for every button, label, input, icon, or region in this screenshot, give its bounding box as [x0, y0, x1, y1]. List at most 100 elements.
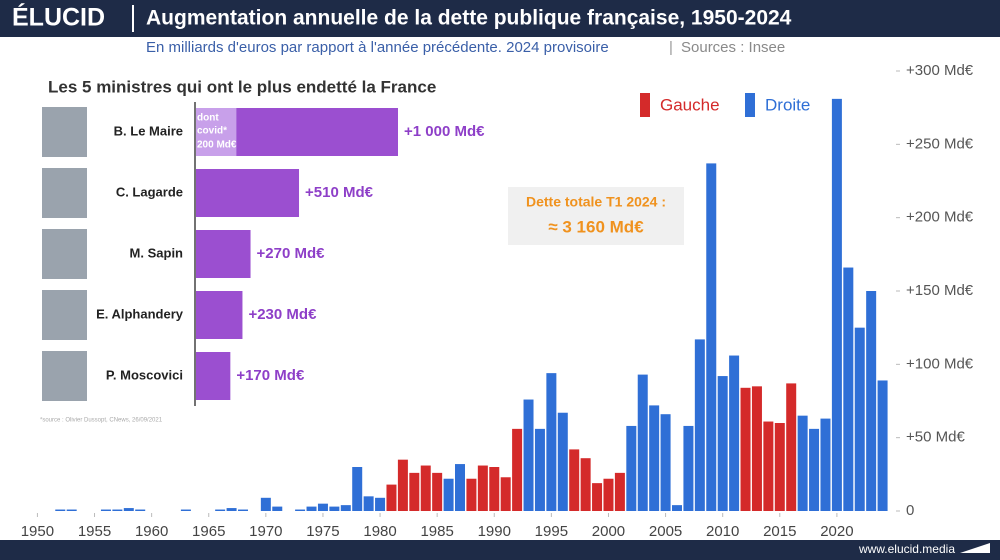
bar: [238, 509, 248, 511]
x-tick-label: 1970: [249, 523, 282, 540]
y-tick-label: +150 Md€: [906, 282, 974, 299]
bar: [672, 505, 682, 511]
covid-label: dont: [197, 113, 219, 124]
y-tick-label: +200 Md€: [906, 209, 974, 226]
x-tick-label: 1975: [306, 523, 339, 540]
bar: [295, 509, 306, 511]
bar: [196, 291, 243, 339]
portrait: [42, 107, 87, 157]
x-tick-label: 2000: [592, 523, 625, 540]
bar: [196, 352, 231, 400]
y-tick-label: +300 Md€: [906, 62, 974, 79]
x-tick-label: 1985: [420, 523, 453, 540]
bar: [557, 412, 568, 511]
y-tick-label: +250 Md€: [906, 135, 974, 152]
category-label: E. Alphandery: [96, 306, 184, 321]
annotation: Dette totale T1 2024 :: [526, 194, 666, 210]
x-tick-label: 1955: [78, 523, 111, 540]
legend-label: Droite: [765, 95, 810, 114]
x-tick-label: 1990: [478, 523, 511, 540]
bar: [180, 509, 191, 511]
bar: [546, 373, 557, 511]
x-tick-label: 1960: [135, 523, 168, 540]
category-label: C. Lagarde: [116, 184, 183, 199]
value-label: +270 Md€: [257, 245, 326, 262]
value-label: +230 Md€: [248, 306, 317, 323]
bar: [660, 414, 671, 511]
portraits: [42, 107, 87, 401]
brand: ÉLUCID: [12, 3, 105, 32]
footer-logo: [960, 543, 990, 553]
bar: [329, 506, 340, 511]
bar: [352, 467, 363, 511]
x-tick-label: 2015: [763, 523, 796, 540]
source: Sources : Insee: [681, 39, 785, 56]
inset-note: *source : Olivier Dussopt, CNews, 26/09/…: [40, 418, 163, 424]
bar: [569, 449, 580, 511]
chart-title: Augmentation annuelle de la dette publiq…: [146, 7, 792, 30]
x-tick-label: 1950: [21, 523, 54, 540]
footer-bar: [0, 540, 1000, 560]
plot: 0 +50 Md€ +100 Md€ +150 Md€ +200 Md€ +250 Md€…: [21, 62, 974, 540]
header-bar: [0, 0, 1000, 37]
bar: [489, 467, 500, 511]
bar: [500, 477, 511, 511]
value-label: +170 Md€: [236, 367, 305, 384]
bar: [592, 483, 603, 511]
x-tick-label: 1965: [192, 523, 225, 540]
y-tick-label: +100 Md€: [906, 355, 974, 372]
bar: [215, 509, 226, 511]
bar: [420, 465, 431, 511]
bar: [820, 418, 831, 511]
legend-label: Gauche: [660, 95, 720, 114]
bar: [317, 503, 328, 511]
bar: [809, 428, 820, 511]
covid-label: covid*: [197, 126, 227, 137]
separator: |: [669, 39, 673, 56]
bar: [614, 472, 625, 511]
bar: [100, 509, 111, 511]
bar: [626, 425, 637, 511]
bar: [843, 267, 854, 511]
portrait: [42, 229, 87, 279]
bar: [603, 478, 614, 511]
bar: [854, 327, 865, 511]
bar: [683, 425, 694, 511]
bar: [649, 405, 660, 511]
bar: [580, 458, 591, 511]
footer: www.elucid.media: [858, 542, 955, 556]
bar: [534, 428, 545, 511]
bar: [260, 497, 271, 511]
bar: [477, 465, 488, 511]
bar: [409, 472, 420, 511]
x-tick-label: 2005: [649, 523, 682, 540]
category-label: M. Sapin: [130, 245, 184, 260]
bar: [637, 374, 648, 511]
value-label: +510 Md€: [305, 184, 374, 201]
bar: [66, 509, 77, 511]
y-tick-label: +50 Md€: [906, 429, 965, 446]
bar: [831, 98, 842, 511]
bar: [706, 163, 717, 511]
legend-swatch: [745, 93, 755, 117]
x-tick-label: 2010: [706, 523, 739, 540]
legend-swatch: [640, 93, 650, 117]
bar: [729, 355, 740, 511]
category-label: P. Moscovici: [106, 367, 183, 382]
bar: [786, 383, 797, 511]
annotation: ≈ 3 160 Md€: [548, 217, 644, 236]
inset: B. Le Maire +1 000 Md€ dont covid* 200 Md€ C.…: [96, 108, 485, 400]
covid-label: 200 Md€: [197, 140, 237, 151]
bar: [877, 380, 888, 511]
bar: [123, 508, 134, 511]
bar: [797, 415, 808, 511]
bar: [386, 484, 397, 511]
covid-bar: [196, 108, 237, 156]
bar: [135, 509, 146, 511]
bar: [272, 506, 283, 511]
portrait: [42, 290, 87, 340]
x-tick-label: 2020: [820, 523, 853, 540]
bar: [340, 505, 351, 511]
portrait: [42, 168, 87, 218]
